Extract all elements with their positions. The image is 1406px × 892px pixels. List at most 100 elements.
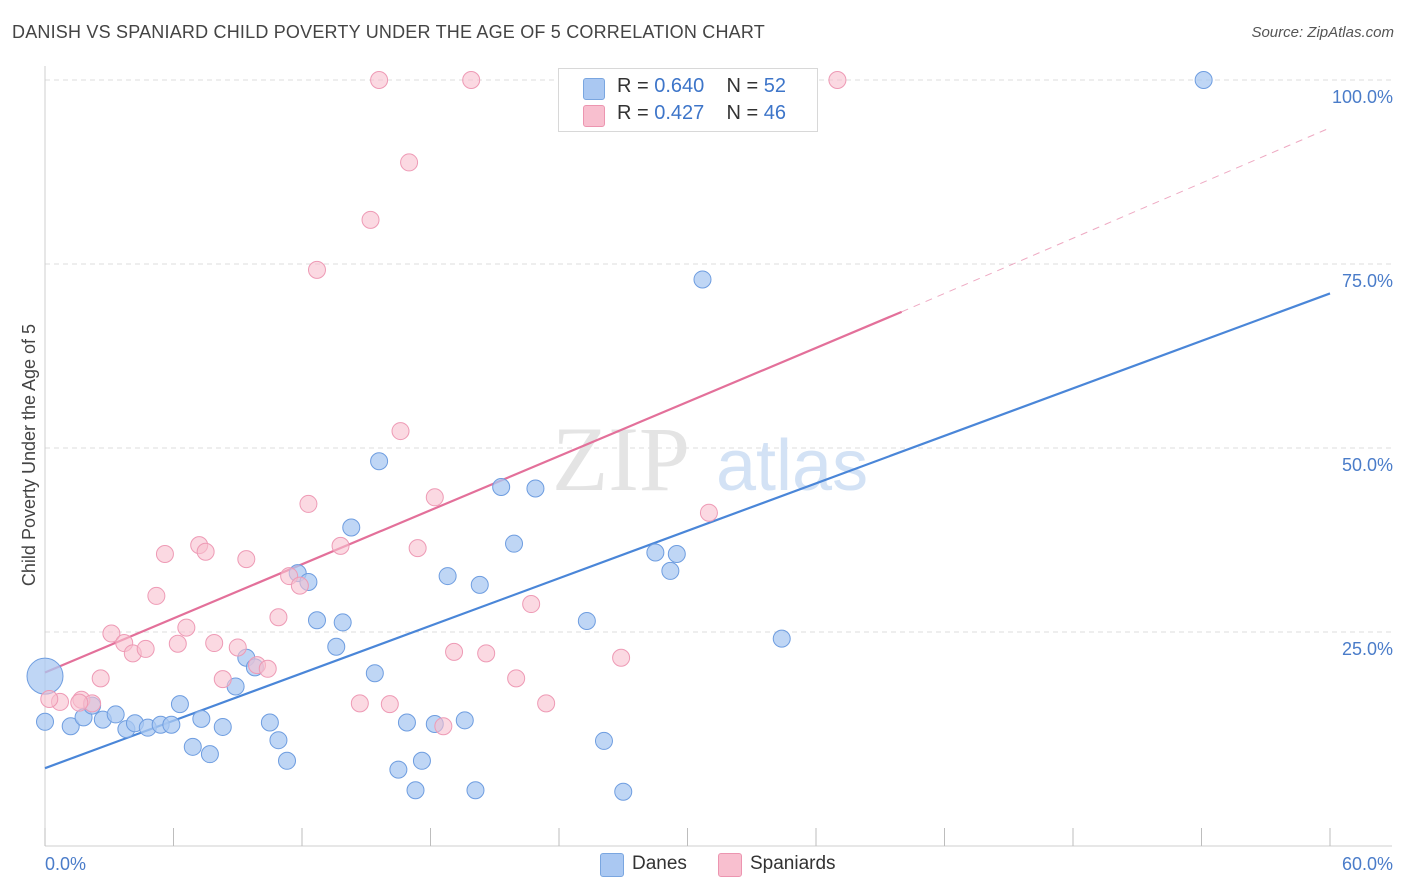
spaniards-point xyxy=(522,595,541,614)
spaniards-n-value: 46 xyxy=(763,102,787,124)
spaniards-point xyxy=(828,71,847,89)
spaniards-legend-swatch xyxy=(718,853,742,877)
spaniards-point xyxy=(391,422,410,441)
danes-point xyxy=(61,717,80,736)
x-tick-label: 0.0% xyxy=(45,854,86,874)
y-axis-label: Child Poverty Under the Age of 5 xyxy=(19,324,39,586)
chart-title: DANISH VS SPANIARD CHILD POVERTY UNDER T… xyxy=(12,22,765,42)
danes-point xyxy=(192,709,211,728)
spaniards-point xyxy=(177,618,196,637)
spaniards-point xyxy=(477,644,496,663)
grid-lines xyxy=(45,79,1392,633)
spaniards-point xyxy=(70,693,89,712)
spaniards-point xyxy=(237,550,256,569)
danes-point xyxy=(342,518,361,537)
y-tick-label: 25.0% xyxy=(1342,639,1393,659)
spaniards-point xyxy=(136,639,155,658)
danes-point xyxy=(614,782,633,801)
spaniards-point xyxy=(102,624,121,643)
spaniards-point xyxy=(380,695,399,714)
danes-point xyxy=(1194,71,1213,89)
danes-point xyxy=(269,731,288,750)
spaniards-point xyxy=(228,638,247,657)
danes-point xyxy=(646,543,665,562)
danes-point xyxy=(438,567,457,586)
watermark: ZIP atlas xyxy=(552,408,868,510)
data-points xyxy=(26,71,1213,801)
spaniards-point xyxy=(205,634,224,653)
y-tick-label: 100.0% xyxy=(1332,87,1393,107)
danes-point xyxy=(370,452,389,471)
spaniards-point xyxy=(40,689,59,708)
danes-point xyxy=(772,629,791,648)
trend-lines xyxy=(44,127,1331,770)
danes-legend-swatch xyxy=(600,853,624,877)
danes-n-label: N = xyxy=(726,75,759,97)
spaniards-point xyxy=(213,670,232,689)
spaniards-point xyxy=(168,634,187,653)
danes-point xyxy=(200,745,219,764)
danes-trend-line xyxy=(44,292,1331,770)
spaniards-point xyxy=(537,694,556,713)
danes-point xyxy=(389,760,408,779)
spaniards-point xyxy=(425,488,444,507)
watermark-atlas: atlas xyxy=(716,426,868,506)
spaniards-point xyxy=(434,717,453,736)
danes-point xyxy=(492,478,511,497)
danes-point xyxy=(406,781,425,800)
danes-point xyxy=(333,613,352,632)
danes-point xyxy=(162,715,181,734)
tick-labels: 25.0% 50.0% 75.0% 100.0% 0.0% 60.0% xyxy=(45,87,1393,874)
spaniards-point xyxy=(299,494,318,513)
danes-point xyxy=(106,705,125,724)
danes-r-label: R = xyxy=(617,75,649,97)
spaniards-point xyxy=(258,659,277,678)
watermark-zip: ZIP xyxy=(552,408,690,510)
spaniards-point xyxy=(269,608,288,627)
spaniards-point xyxy=(612,648,631,667)
danes-point xyxy=(667,544,686,563)
danes-point xyxy=(455,711,474,730)
spaniards-point xyxy=(307,260,326,279)
spaniards-trend-extension xyxy=(901,127,1331,313)
chart-source: Source: ZipAtlas.com xyxy=(1251,24,1394,41)
spaniards-trend-line xyxy=(44,310,903,674)
spaniards-point xyxy=(331,536,350,555)
danes-point xyxy=(260,713,279,732)
spaniards-point xyxy=(507,669,526,688)
spaniards-r-label: R = xyxy=(617,102,649,124)
spaniards-point xyxy=(290,576,309,595)
danes-point xyxy=(505,534,524,553)
danes-point xyxy=(307,611,326,630)
danes-point xyxy=(594,731,613,750)
danes-swatch xyxy=(583,78,605,100)
spaniards-point xyxy=(350,694,369,713)
y-tick-label: 50.0% xyxy=(1342,455,1393,475)
danes-point xyxy=(170,695,189,714)
danes-point xyxy=(412,751,431,770)
spaniards-point xyxy=(400,153,419,172)
spaniards-point xyxy=(196,542,215,561)
spaniards-r-value: 0.427 xyxy=(654,102,705,124)
danes-point xyxy=(278,751,297,770)
spaniards-legend-label: Spaniards xyxy=(750,853,836,874)
danes-point xyxy=(183,737,202,756)
danes-point xyxy=(466,781,485,800)
spaniards-point xyxy=(462,71,481,89)
danes-legend-label: Danes xyxy=(632,853,687,874)
danes-point xyxy=(526,479,545,498)
spaniards-point xyxy=(155,544,174,563)
spaniards-point xyxy=(91,669,110,688)
danes-point xyxy=(577,611,596,630)
spaniards-point xyxy=(699,503,718,522)
danes-point xyxy=(36,712,54,731)
danes-n-value: 52 xyxy=(763,75,787,97)
correlation-legend: R = 0.640 N = 52 R = 0.427 N = 46 xyxy=(558,68,818,132)
spaniards-point xyxy=(147,586,166,605)
spaniards-point xyxy=(408,539,427,558)
danes-point xyxy=(213,717,232,736)
y-tick-label: 75.0% xyxy=(1342,271,1393,291)
spaniards-n-label: N = xyxy=(726,102,759,124)
spaniards-point xyxy=(370,71,389,89)
